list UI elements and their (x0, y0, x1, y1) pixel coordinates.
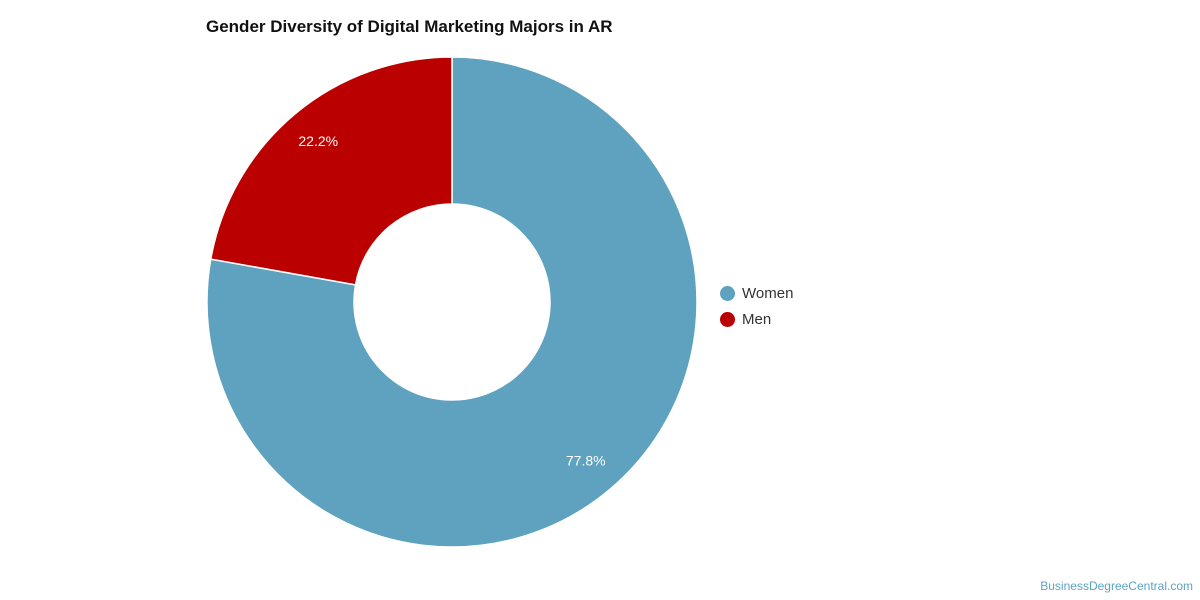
slice-label-men: 22.2% (298, 133, 338, 149)
slice-women[interactable] (206, 56, 698, 548)
source-credit[interactable]: BusinessDegreeCentral.com (1040, 579, 1193, 593)
legend-swatch-men (720, 311, 735, 327)
legend-item-men[interactable]: Men (720, 306, 793, 332)
legend: Women Men (720, 280, 793, 332)
legend-item-women[interactable]: Women (720, 280, 793, 306)
legend-label-men: Men (742, 310, 772, 328)
slice-men[interactable] (209, 56, 453, 286)
legend-swatch-women (720, 285, 735, 301)
legend-label-women: Women (742, 284, 794, 302)
chart-title: Gender Diversity of Digital Marketing Ma… (206, 17, 613, 36)
slice-label-women: 77.8% (566, 452, 606, 468)
